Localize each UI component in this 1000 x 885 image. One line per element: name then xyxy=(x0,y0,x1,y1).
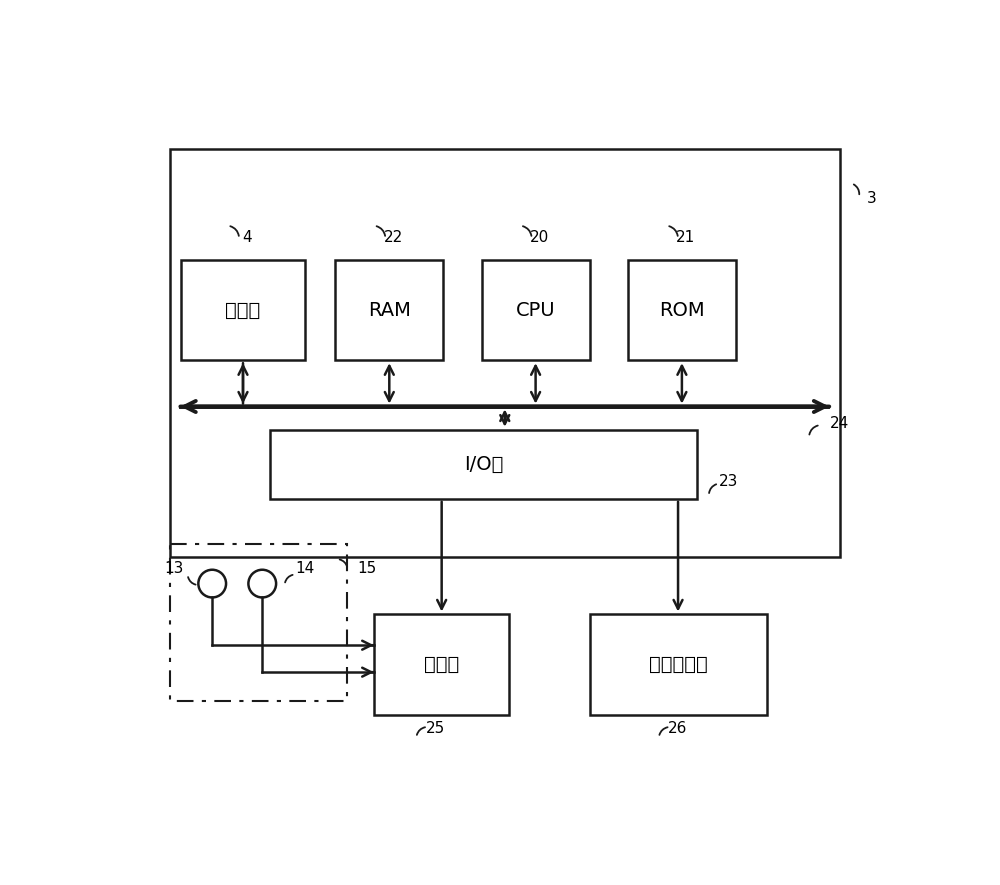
Text: 4: 4 xyxy=(242,229,252,244)
Text: 25: 25 xyxy=(426,721,445,735)
Bar xyxy=(170,149,840,557)
Text: CPU: CPU xyxy=(516,301,555,319)
Text: ROM: ROM xyxy=(659,301,705,319)
Text: 13: 13 xyxy=(164,561,183,576)
Text: 15: 15 xyxy=(357,561,376,576)
Bar xyxy=(374,614,509,714)
Text: I/O部: I/O部 xyxy=(464,455,503,473)
Bar xyxy=(170,543,347,702)
Text: 26: 26 xyxy=(668,721,688,735)
Text: 3: 3 xyxy=(867,191,876,206)
Text: 21: 21 xyxy=(676,229,695,244)
Text: RAM: RAM xyxy=(368,301,411,319)
Bar xyxy=(181,260,305,360)
Text: 信息提示部: 信息提示部 xyxy=(649,655,707,674)
Text: 24: 24 xyxy=(830,416,849,431)
Text: 电源部: 电源部 xyxy=(225,301,261,319)
Bar xyxy=(590,614,767,714)
Bar xyxy=(482,260,590,360)
Text: 23: 23 xyxy=(718,474,738,489)
Text: 20: 20 xyxy=(530,229,549,244)
Bar xyxy=(628,260,736,360)
Bar xyxy=(270,429,697,499)
Text: 14: 14 xyxy=(295,561,314,576)
Bar xyxy=(335,260,443,360)
Text: 测定部: 测定部 xyxy=(424,655,459,674)
Text: 22: 22 xyxy=(384,229,403,244)
